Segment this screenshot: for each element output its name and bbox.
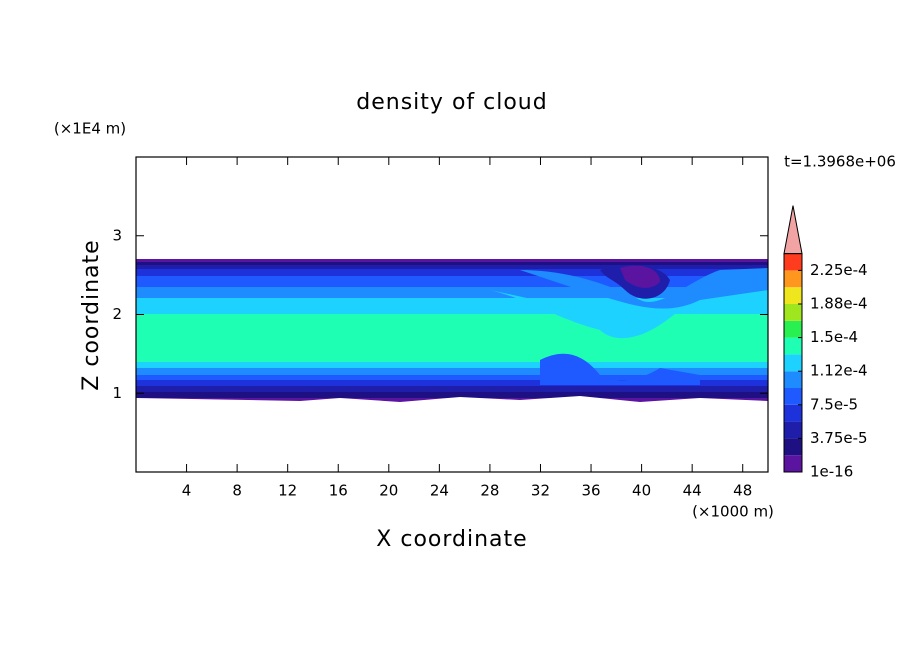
x-tick-label: 28 — [480, 482, 499, 500]
colorbar-overflow — [783, 205, 803, 255]
colorbar-segment — [784, 287, 802, 304]
x-unit: (×1000 m) — [692, 503, 774, 521]
colorbar-tick-label: 3.75e-5 — [810, 429, 868, 447]
colorbar-segment — [784, 354, 802, 372]
x-tick-label: 36 — [581, 482, 600, 500]
colorbar-segment — [784, 304, 802, 321]
x-tick-label: 12 — [278, 482, 297, 500]
colorbar-segment — [784, 270, 802, 288]
colorbar-tick-label: 2.25e-4 — [810, 261, 868, 279]
colorbar-segment — [784, 253, 802, 271]
chart-title: density of cloud — [356, 90, 547, 115]
x-tick-label: 24 — [430, 482, 449, 500]
y-axis-label: Z coordinate — [79, 239, 104, 390]
colorbar-segment — [784, 388, 802, 405]
colorbar-segment — [784, 337, 802, 355]
x-tick-label: 32 — [531, 482, 550, 500]
y-tick-label: 3 — [112, 226, 122, 244]
x-tick-label: 20 — [379, 482, 398, 500]
colorbar-tick-label: 1.5e-4 — [810, 328, 858, 346]
annotation: t=1.3968e+06 — [784, 153, 896, 171]
colorbar-segment — [784, 421, 802, 439]
y-tick-label: 2 — [112, 305, 122, 323]
y-tick-label: 1 — [112, 384, 122, 402]
colorbar-tick-label: 1.88e-4 — [810, 295, 868, 313]
colorbar-segment — [784, 438, 802, 456]
x-tick-label: 4 — [182, 482, 192, 500]
colorbar-tick-label: 1.12e-4 — [810, 362, 868, 380]
x-tick-label: 40 — [632, 482, 651, 500]
colorbar-tick-label: 1e-16 — [810, 463, 853, 481]
colorbar-segment — [784, 404, 802, 422]
x-tick-label: 44 — [683, 482, 702, 500]
colorbar-frame — [783, 253, 803, 473]
x-tick-label: 48 — [733, 482, 752, 500]
colorbar-segment — [784, 320, 802, 338]
y-unit: (×1E4 m) — [54, 120, 126, 138]
x-axis-label: X coordinate — [376, 527, 527, 552]
colorbar-tick-label: 7.5e-5 — [810, 395, 858, 413]
colorbar-segment — [784, 455, 802, 472]
contour-field — [136, 259, 768, 404]
colorbar-segment — [784, 371, 802, 388]
x-tick-label: 8 — [232, 482, 242, 500]
x-tick-label: 16 — [329, 482, 348, 500]
